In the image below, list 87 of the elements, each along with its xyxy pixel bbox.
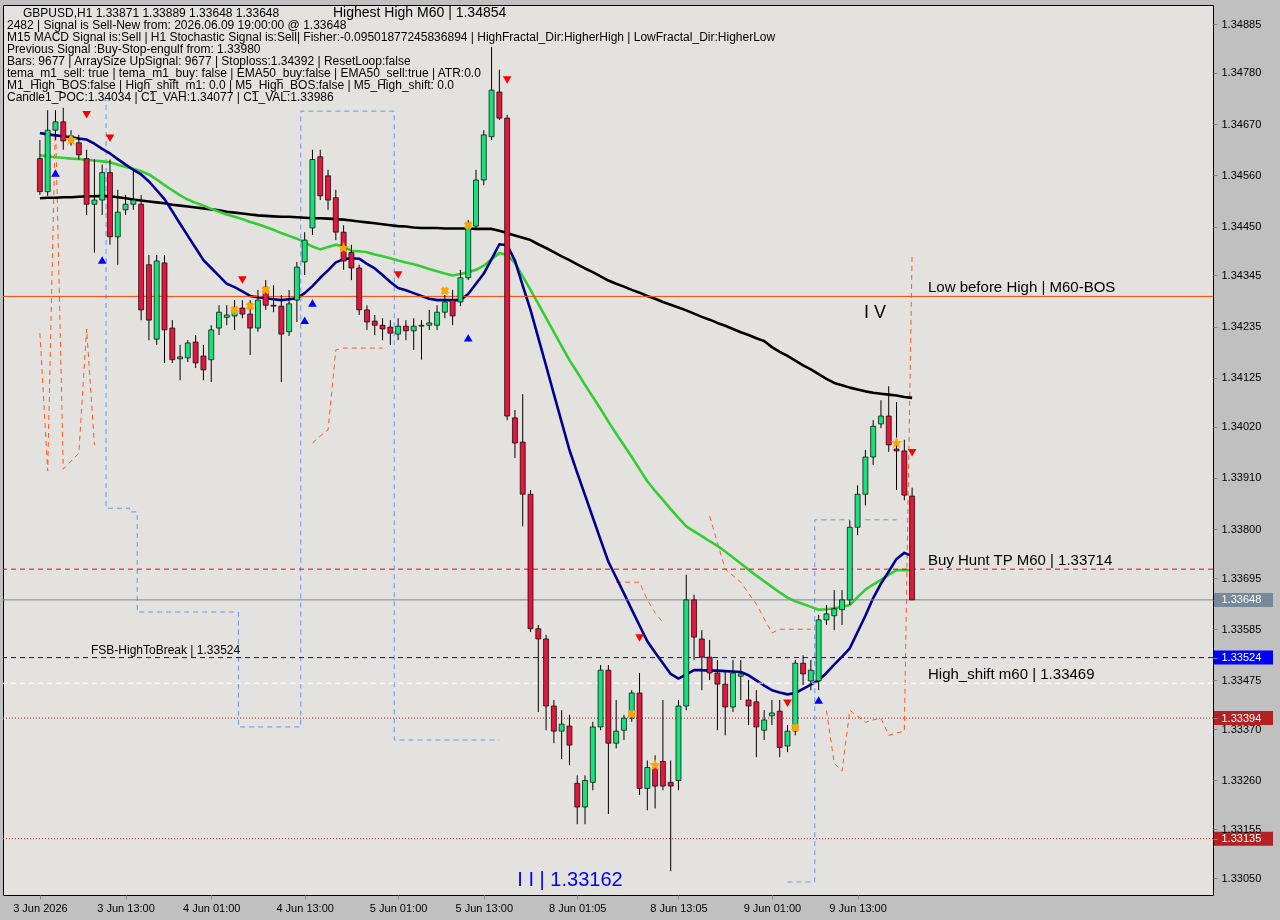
y-tick-label: 1.33370 [1221, 722, 1262, 735]
point [649, 758, 662, 771]
point [783, 699, 792, 707]
y-tick-label: 1.34235 [1221, 320, 1262, 333]
y-tick-label: 1.33260 [1221, 773, 1262, 786]
annotation: Highest High M60 | 1.34854 [333, 4, 507, 20]
y-tick-label: 1.33648 [1221, 593, 1262, 606]
candlestick [878, 399, 884, 429]
annotation: I I | 1.33162 [517, 868, 623, 890]
candlestick [216, 304, 222, 336]
x-tick-label: 9 Jun 13:00 [829, 901, 887, 914]
point [51, 169, 60, 177]
point [105, 134, 115, 142]
y-tick-label: 1.33585 [1221, 622, 1262, 635]
y-tick-label: 1.33135 [1221, 832, 1262, 845]
y-tick-label: 1.33524 [1221, 651, 1262, 664]
ref-line-label: Buy Hunt TP M60 | 1.33714 [928, 551, 1113, 569]
point [97, 256, 107, 264]
chart-title: GBPUSD,H1 1.33871 1.33889 1.33648 1.33648 [23, 6, 280, 20]
point [337, 241, 350, 254]
y-tick-label: 1.33910 [1221, 471, 1262, 484]
ref-line-label: Low before High | M60-BOS [928, 278, 1116, 296]
candlestick [839, 589, 845, 626]
point [635, 634, 644, 642]
candlestick [403, 319, 409, 341]
x-tick-label: 4 Jun 13:00 [276, 901, 334, 914]
y-tick-label: 1.34020 [1221, 420, 1262, 433]
point [907, 449, 917, 457]
point [238, 276, 247, 284]
x-tick-label: 9 Jun 01:00 [743, 901, 802, 914]
annotation: 2482 | Signal is Sell-New from: 2026.06.09 19:00:00 @ 1.33648 [7, 18, 347, 32]
y-tick-label: 1.34345 [1221, 268, 1262, 281]
candlestick [395, 317, 401, 341]
point [261, 285, 271, 295]
y-tick-label: 1.33050 [1221, 871, 1262, 884]
point [300, 316, 309, 324]
x-tick-label: 3 Jun 13:00 [97, 901, 155, 914]
y-tick-label: 1.34560 [1221, 168, 1262, 181]
y-tick-label: 1.34670 [1221, 117, 1262, 130]
candlestick [574, 774, 581, 825]
candlestick [621, 714, 627, 741]
candlestick [75, 134, 82, 161]
point [230, 305, 239, 315]
candlestick [177, 344, 183, 381]
y-tick-label: 1.34450 [1221, 220, 1262, 233]
annotation: Previous Signal :Buy-Stop-engulf from: 1.33980 [7, 42, 261, 56]
point [82, 111, 91, 119]
x-tick-label: 5 Jun 13:00 [455, 901, 514, 914]
y-tick-label: 1.33475 [1221, 673, 1262, 686]
candlestick [434, 304, 440, 331]
candlestick [667, 759, 674, 872]
annotation: I V [863, 302, 887, 322]
candlestick [652, 754, 658, 809]
point [627, 709, 637, 719]
point [791, 723, 800, 733]
y-tick-label: 1.33695 [1221, 571, 1262, 584]
point [463, 220, 473, 230]
point [440, 286, 450, 296]
candlestick [301, 231, 308, 276]
x-tick-label: 8 Jun 01:05 [548, 901, 607, 914]
x-tick-label: 8 Jun 13:05 [650, 901, 708, 914]
point [65, 133, 78, 146]
ref-line-label: High_shift m60 | 1.33469 [928, 665, 1095, 683]
point [814, 696, 823, 704]
point [393, 271, 403, 279]
y-tick-label: 1.34780 [1221, 66, 1262, 79]
ref-line-label: FSB-HighToBreak | 1.33524 [91, 642, 241, 657]
candlestick [364, 304, 370, 331]
candlestick [808, 659, 814, 691]
candlestick [737, 659, 744, 701]
y-tick-label: 1.34885 [1221, 17, 1262, 30]
point [463, 334, 473, 342]
point [890, 436, 903, 449]
annotation: M1_High_BOS:false | High_shift_m1: 0.0 | M5_High_BOS:false | M5_High_shift: 0.0 [7, 78, 455, 92]
y-tick-label: 1.34125 [1221, 371, 1262, 384]
y-tick-label: 1.33394 [1221, 711, 1262, 724]
candlestick [769, 699, 775, 726]
point [245, 301, 255, 311]
point [502, 76, 512, 84]
y-tick-label: 1.33155 [1221, 822, 1262, 835]
annotation: M15 MACD Signal is:Sell | H1 Stochastic Signal is:Sell| Fisher:-0.09501877245836894 | HighFractal_Dir:HigherHigh | LowFractal_Dir:HigherLow [7, 30, 776, 44]
point [308, 299, 317, 307]
y-tick-label: 1.33800 [1221, 522, 1262, 535]
x-tick-label: 4 Jun 01:00 [182, 901, 241, 914]
candlestick [800, 654, 806, 686]
x-tick-label: 3 Jun 2026 [13, 901, 68, 914]
x-tick-label: 5 Jun 01:00 [369, 901, 428, 914]
